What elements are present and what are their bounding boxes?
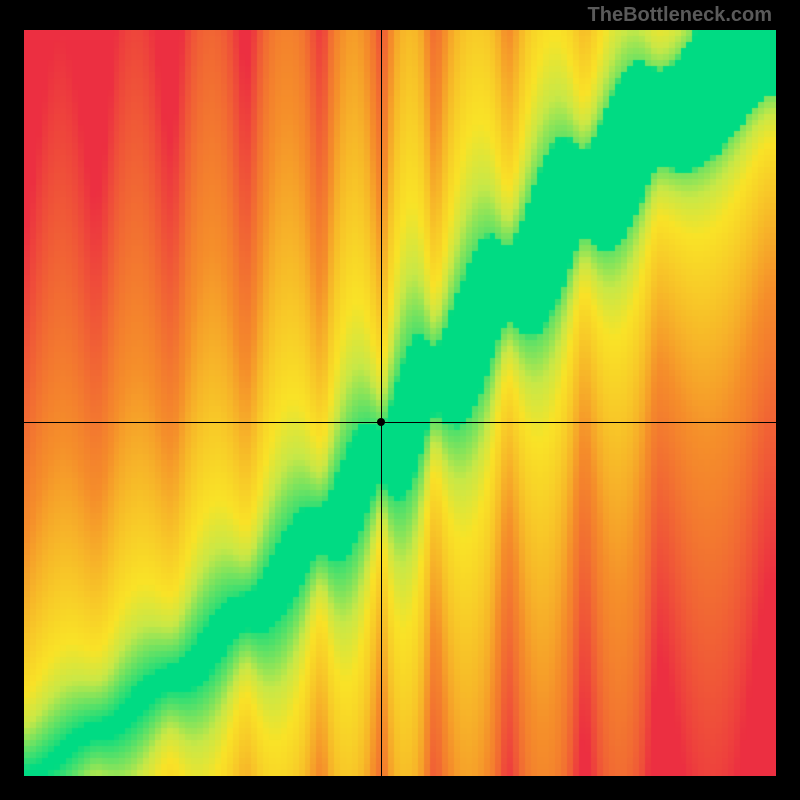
heatmap-canvas	[24, 30, 776, 776]
crosshair-horizontal	[24, 422, 776, 423]
chart-container: TheBottleneck.com	[0, 0, 800, 800]
watermark-text: TheBottleneck.com	[588, 4, 772, 27]
crosshair-vertical	[381, 30, 382, 776]
plot-area	[24, 30, 776, 776]
crosshair-marker	[377, 418, 385, 426]
